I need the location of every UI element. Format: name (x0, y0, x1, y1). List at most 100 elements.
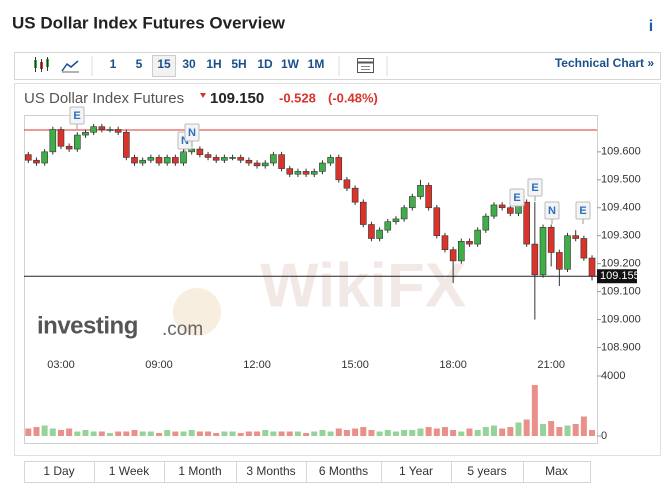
candle-body (98, 126, 106, 130)
volume-bar (286, 431, 293, 436)
candle-body (180, 151, 187, 164)
candle-body (425, 185, 432, 209)
interval-button[interactable]: 30 (182, 57, 196, 71)
range-button[interactable]: Max (545, 464, 568, 478)
event-box (69, 106, 85, 125)
candle-body (41, 151, 48, 164)
brand: investing (37, 312, 138, 339)
volume-bar (25, 428, 32, 436)
candle-body (131, 157, 138, 164)
event-box (184, 123, 200, 142)
candle-body (351, 187, 359, 203)
candle-body (49, 129, 57, 153)
interval-button[interactable]: 5H (231, 57, 246, 71)
range-button[interactable]: 5 years (467, 464, 506, 478)
range-button[interactable]: 6 Months (319, 464, 368, 478)
interval-button[interactable]: 1D (257, 57, 273, 71)
volume-bar (523, 419, 530, 436)
interval-button[interactable]: 15 (157, 57, 171, 71)
candle-body (588, 257, 596, 277)
candle-body (74, 134, 81, 150)
volume-bar (327, 431, 334, 436)
volume-bar (229, 431, 236, 436)
candle-body (474, 229, 481, 245)
volume-bar (417, 428, 424, 436)
candle-body (245, 159, 253, 164)
event-box (544, 201, 560, 220)
line-icon[interactable] (61, 60, 79, 73)
candle-body (24, 154, 32, 161)
candle-body (531, 243, 539, 276)
last-price-box (597, 269, 637, 284)
range-button[interactable]: 1 Day (43, 464, 74, 478)
interval-group: 1 5 15 30 1H 5H 1D 1W 1M (110, 55, 325, 77)
volume-bar (392, 431, 399, 436)
candle-body (384, 221, 392, 231)
volume-bar (164, 430, 171, 436)
volume-bar (139, 431, 146, 436)
candle-body (261, 162, 269, 167)
volume-bar (262, 430, 269, 436)
volume-bar (172, 431, 179, 436)
volume-bar (90, 431, 97, 436)
volume-bar (82, 430, 89, 436)
change-percent: (-0.48%) (328, 90, 378, 105)
candle-icon[interactable] (34, 57, 49, 72)
chart-frame (14, 83, 661, 456)
volume-bar (368, 430, 375, 436)
down-arrow (200, 93, 206, 98)
range-button[interactable]: 1 Week (109, 464, 150, 478)
volume-bar (409, 430, 416, 436)
interval-button[interactable]: 1W (281, 57, 300, 71)
volume-bar (49, 428, 56, 436)
event-marker[interactable]: N (548, 205, 556, 217)
candle-body (319, 162, 326, 172)
candle-body (327, 157, 334, 164)
candle-body (90, 126, 97, 133)
volume-bar (384, 430, 391, 436)
candle-body (302, 171, 310, 175)
volume-bar (221, 431, 228, 436)
volume-bar (213, 433, 220, 436)
candle-body (123, 131, 130, 158)
event-marker[interactable]: E (579, 205, 586, 217)
plot: 108.900 109.000 109.100 109.200 109.300 109.4… (24, 106, 641, 442)
table-icon[interactable] (357, 58, 374, 73)
x-tick-label: 09:00 (145, 359, 173, 371)
volume-bar (245, 431, 252, 436)
interval-button[interactable]: 5 (136, 57, 143, 71)
range-button[interactable]: 3 Months (246, 464, 295, 478)
interval-button[interactable]: 1M (308, 57, 325, 71)
event-marker[interactable]: E (73, 110, 80, 122)
volume-bar (540, 424, 547, 436)
range-button[interactable]: 1 Year (399, 464, 433, 478)
change: -0.528 (279, 90, 316, 105)
interval-button[interactable]: 1 (110, 57, 117, 71)
x-tick-label: 03:00 (47, 359, 75, 371)
event-marker[interactable]: E (513, 192, 520, 204)
candle-body (498, 204, 506, 209)
candle-body (65, 145, 73, 150)
event-marker[interactable]: N (188, 127, 196, 139)
volume-bar (458, 431, 465, 436)
interval-button[interactable]: 1H (206, 57, 221, 71)
candle-body (400, 207, 408, 220)
event-box (575, 201, 591, 220)
y-tick-label: 109.600 (601, 146, 641, 158)
range-button[interactable]: 1 Month (178, 464, 221, 478)
candle-body (441, 235, 449, 250)
volume-bar (107, 433, 113, 436)
range-bar (24, 461, 591, 483)
candle-body (82, 131, 89, 136)
y-tick-label: 109.100 (601, 286, 641, 298)
candle-body (580, 238, 588, 259)
candle-body (278, 154, 285, 169)
technical-chart-link[interactable]: Technical Chart » (555, 56, 654, 70)
volume-bar (352, 428, 359, 436)
candle-body (155, 157, 163, 164)
event-marker[interactable]: E (531, 182, 538, 194)
info-icon[interactable]: i (649, 18, 653, 35)
event-box (527, 178, 543, 197)
candle-body (564, 235, 571, 270)
candle-body (359, 201, 367, 225)
